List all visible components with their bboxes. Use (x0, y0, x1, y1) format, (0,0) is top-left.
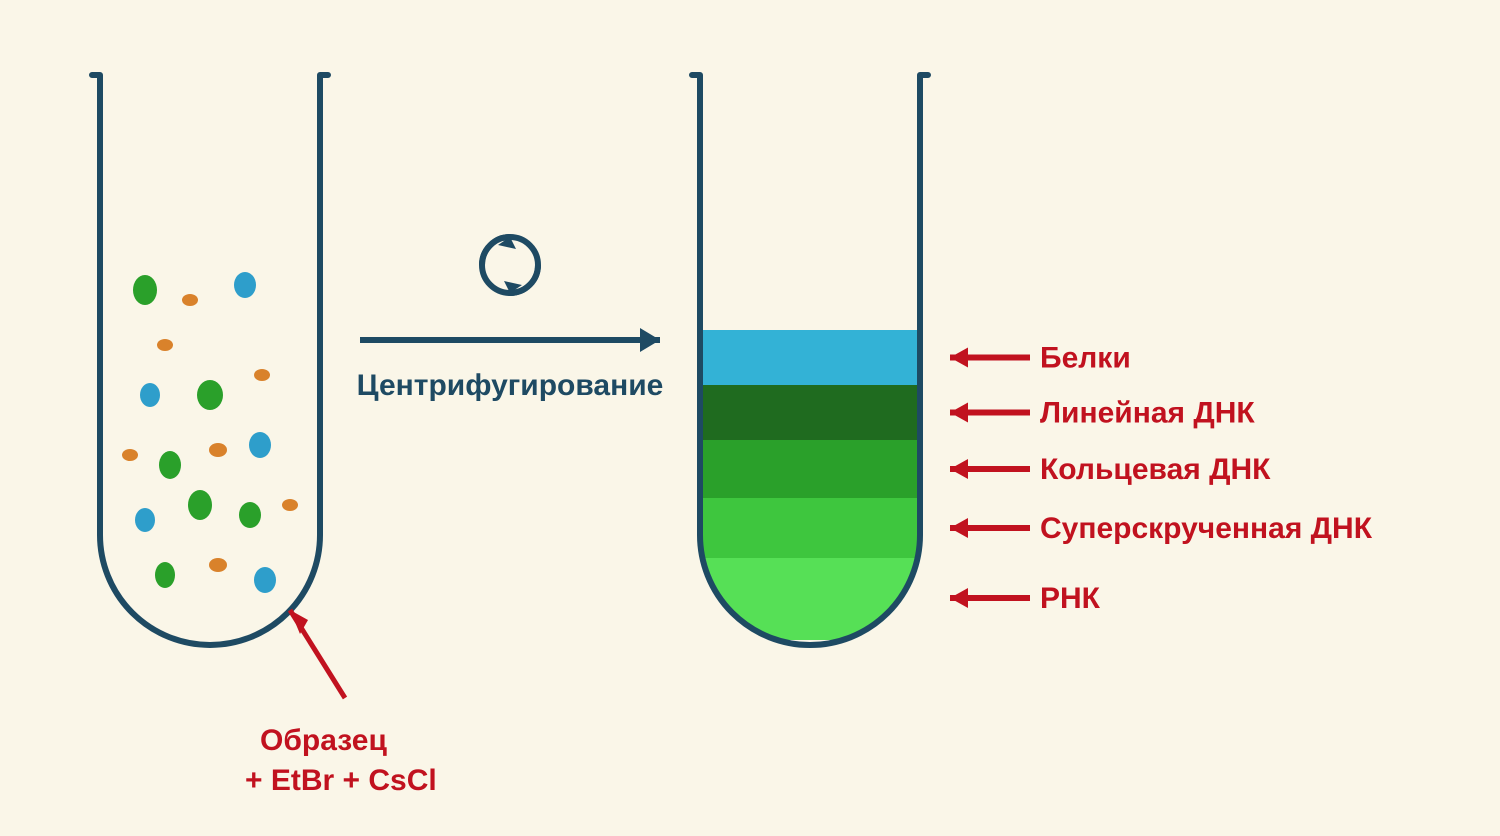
sample-dot (282, 499, 298, 511)
band-linear-arrowhead (950, 403, 968, 423)
tube-left (92, 75, 328, 645)
sample-dot (254, 369, 270, 381)
sample-dot (239, 502, 261, 528)
sample-dot (157, 339, 173, 351)
sample-label-line2: + EtBr + CsCl (245, 764, 437, 797)
band-rna-arrowhead (950, 588, 968, 608)
sample-dot (234, 272, 256, 298)
band-supercoiled-label: Суперскрученная ДНК (1040, 512, 1373, 545)
sample-dot (140, 383, 160, 407)
sample-label-line1: Образец (260, 724, 387, 757)
tube-left-outline (92, 75, 328, 645)
band-linear-label: Линейная ДНК (1040, 397, 1255, 430)
band-supercoiled (698, 498, 922, 560)
band-proteins-arrowhead (950, 348, 968, 368)
band-proteins-label: Белки (1040, 342, 1131, 375)
sample-dot (182, 294, 198, 306)
sample-dot (155, 562, 175, 588)
sample-dot (249, 432, 271, 458)
band-circular-arrowhead (950, 459, 968, 479)
sample-dot (188, 490, 212, 520)
sample-dot (122, 449, 138, 461)
rotation-icon (482, 237, 538, 293)
band-supercoiled-arrowhead (950, 518, 968, 538)
band-rna (698, 558, 922, 640)
sample-dot (209, 443, 227, 457)
band-circular-label: Кольцевая ДНК (1040, 453, 1271, 486)
band-linear (698, 385, 922, 442)
band-labels: Белки Линейная ДНК Кольцевая ДНК Суперскруч… (950, 342, 1373, 616)
sample-dot (135, 508, 155, 532)
sample-dot (197, 380, 223, 410)
sample-dot (133, 275, 157, 305)
tube-right-bands (698, 330, 922, 640)
diagram-root: Образец + EtBr + CsCl Центрифугирование … (0, 0, 1500, 836)
tube-right (692, 75, 928, 645)
sample-dot (209, 558, 227, 572)
tube-left-dots (122, 272, 298, 593)
band-rna-label: РНК (1040, 582, 1101, 615)
process-arrow (360, 328, 660, 352)
process-label: Центрифугирование (357, 369, 664, 402)
band-proteins (698, 330, 922, 387)
sample-dot (254, 567, 276, 593)
band-circular (698, 440, 922, 500)
sample-dot (159, 451, 181, 479)
sample-pointer (290, 610, 345, 698)
